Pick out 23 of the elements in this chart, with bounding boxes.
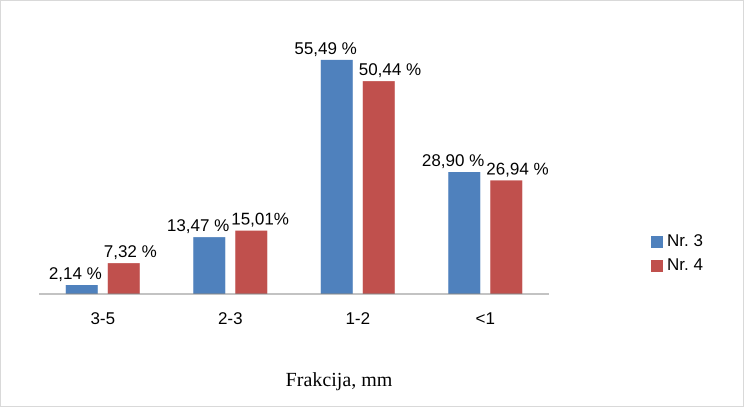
- data-label: 28,90 %: [422, 151, 484, 170]
- data-label: 2,14 %: [48, 264, 102, 283]
- x-tick-label: 2-3: [218, 309, 243, 328]
- data-label: 50,44 %: [358, 60, 422, 80]
- data-label: 26,94 %: [486, 159, 549, 178]
- legend-label: Nr. 4: [667, 255, 703, 274]
- data-label: 7,32 %: [104, 242, 157, 262]
- bar: [193, 237, 226, 294]
- bar: [362, 81, 395, 294]
- bar: [235, 230, 268, 294]
- bar: [66, 284, 98, 294]
- data-label: 15,01%: [231, 210, 289, 229]
- legend-label: Nr. 3: [667, 231, 703, 250]
- data-label: 13,47 %: [166, 216, 230, 236]
- bar: [108, 263, 140, 294]
- x-tick-label: 3-5: [90, 309, 116, 328]
- x-tick-label: 1-2: [345, 309, 370, 328]
- bar: [448, 172, 480, 294]
- x-tick-label: <1: [476, 309, 495, 328]
- bar: [490, 180, 522, 294]
- bar: [320, 60, 353, 294]
- data-label: 55,49 %: [294, 38, 357, 58]
- x-axis-title: Frakcija, mm: [284, 369, 394, 392]
